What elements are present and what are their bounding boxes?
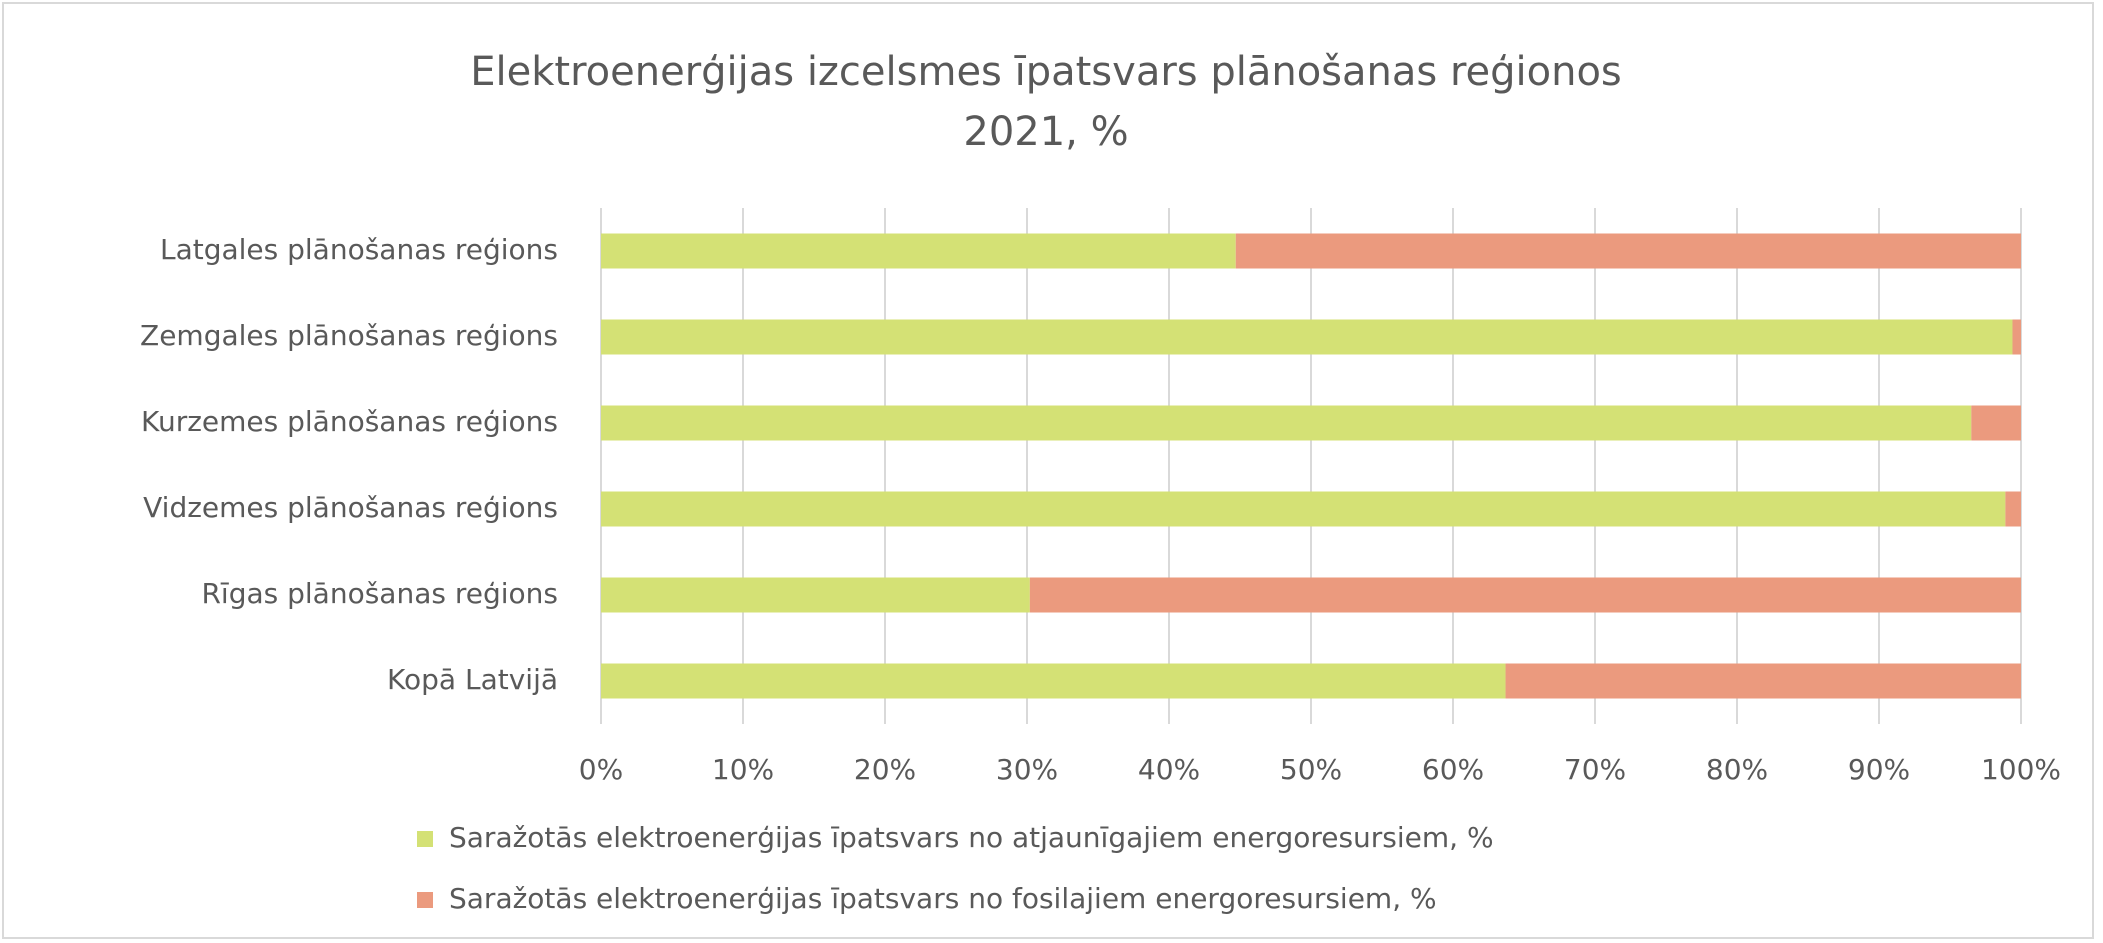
bar-segment [601, 491, 2006, 527]
y-tick-label: Kurzemes plānošanas reģions [141, 405, 558, 438]
x-tick-label: 0% [579, 753, 623, 786]
bar-segment [2005, 491, 2021, 527]
bar-segment [2012, 319, 2021, 355]
y-tick-label: Rīgas plānošanas reģions [201, 577, 558, 610]
bar-segment [1505, 663, 2021, 699]
bar-segment [1235, 233, 2021, 269]
bar-segment [601, 319, 2013, 355]
y-tick-label: Kopā Latvijā [387, 663, 558, 696]
legend-label: Saražotās elektroenerģijas īpatsvars no … [449, 882, 1437, 915]
x-tick-label: 80% [1706, 753, 1768, 786]
x-tick-label: 30% [996, 753, 1058, 786]
legend-label: Saražotās elektroenerģijas īpatsvars no … [449, 821, 1494, 854]
bar-segment [601, 663, 1506, 699]
x-tick-label: 40% [1138, 753, 1200, 786]
legend-swatch [417, 892, 433, 908]
bar-segment [1029, 577, 2021, 613]
x-tick-label: 10% [712, 753, 774, 786]
chart-title: Elektroenerģijas izcelsmes īpatsvars plā… [470, 49, 1622, 95]
chart-subtitle: 2021, % [963, 109, 1128, 155]
bar-segment [1971, 405, 2021, 441]
legend-swatch [417, 831, 433, 847]
x-tick-label: 50% [1280, 753, 1342, 786]
x-tick-label: 70% [1564, 753, 1626, 786]
x-tick-label: 90% [1848, 753, 1910, 786]
x-tick-label: 100% [1981, 753, 2061, 786]
y-tick-label: Vidzemes plānošanas reģions [143, 491, 558, 524]
x-tick-label: 20% [854, 753, 916, 786]
bar-segment [601, 577, 1030, 613]
y-tick-label: Zemgales plānošanas reģions [140, 319, 558, 352]
bar-segment [601, 405, 1972, 441]
x-tick-label: 60% [1422, 753, 1484, 786]
y-tick-label: Latgales plānošanas reģions [160, 233, 558, 266]
bar-segment [601, 233, 1236, 269]
